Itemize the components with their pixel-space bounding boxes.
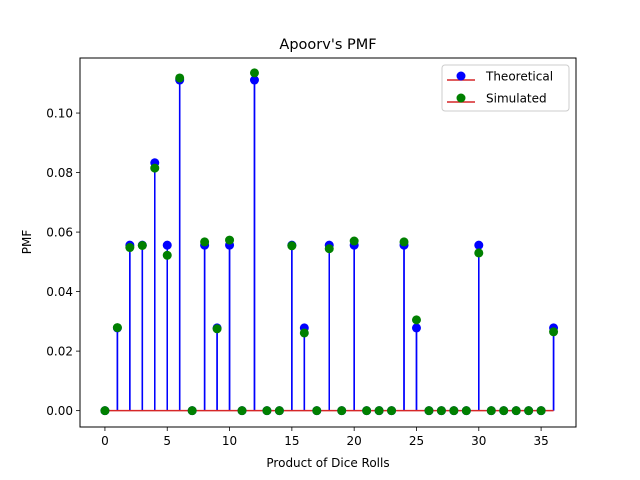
- marker-simulated-36: [549, 327, 559, 337]
- marker-simulated-25: [411, 315, 421, 325]
- y-tick-label: 0.02: [46, 345, 73, 359]
- legend-label-simulated: Simulated: [486, 92, 547, 106]
- marker-simulated-10: [225, 235, 235, 245]
- marker-simulated-22: [374, 406, 384, 416]
- marker-simulated-35: [536, 406, 546, 416]
- marker-simulated-15: [287, 241, 297, 251]
- marker-simulated-29: [461, 406, 471, 416]
- marker-simulated-12: [249, 68, 259, 78]
- marker-simulated-20: [349, 236, 359, 246]
- plot-content: [100, 68, 559, 416]
- marker-simulated-31: [486, 406, 496, 416]
- marker-simulated-13: [262, 406, 272, 416]
- marker-simulated-11: [237, 406, 247, 416]
- marker-simulated-4: [150, 163, 160, 173]
- x-tick-label: 5: [163, 434, 171, 448]
- x-axis-label: Product of Dice Rolls: [266, 456, 389, 470]
- marker-simulated-17: [312, 406, 322, 416]
- marker-simulated-5: [162, 250, 172, 260]
- marker-simulated-30: [474, 248, 484, 258]
- chart-title: Apoorv's PMF: [279, 37, 376, 53]
- y-tick-label: 0.04: [46, 285, 73, 299]
- legend-marker-theoretical: [456, 71, 466, 81]
- legend-marker-simulated: [456, 93, 466, 103]
- marker-simulated-7: [187, 406, 197, 416]
- marker-simulated-23: [387, 406, 397, 416]
- marker-simulated-18: [324, 244, 334, 254]
- y-tick-label: 0.08: [46, 166, 73, 180]
- marker-simulated-32: [499, 406, 509, 416]
- x-tick-label: 0: [101, 434, 109, 448]
- y-axis-ticks: 0.00 0.02 0.04 0.06 0.08 0.10: [46, 107, 80, 418]
- marker-simulated-1: [112, 323, 122, 333]
- y-tick-label: 0.10: [46, 107, 73, 121]
- marker-simulated-2: [125, 243, 135, 253]
- x-axis-ticks: 0 5 10 15 20 25 30 35: [101, 427, 549, 448]
- marker-simulated-8: [200, 237, 210, 247]
- marker-simulated-9: [212, 324, 222, 334]
- y-tick-label: 0.00: [46, 404, 73, 418]
- marker-simulated-6: [175, 73, 185, 83]
- marker-simulated-27: [436, 406, 446, 416]
- y-axis-label: PMF: [20, 230, 34, 255]
- marker-simulated-0: [100, 406, 110, 416]
- marker-simulated-24: [399, 237, 409, 247]
- marker-simulated-33: [511, 406, 521, 416]
- marker-simulated-21: [362, 406, 372, 416]
- y-tick-label: 0.06: [46, 226, 73, 240]
- x-tick-label: 35: [533, 434, 548, 448]
- marker-theoretical-5: [162, 240, 172, 250]
- x-tick-label: 20: [347, 434, 362, 448]
- marker-simulated-14: [274, 406, 284, 416]
- x-tick-label: 10: [222, 434, 237, 448]
- marker-theoretical-30: [474, 240, 484, 250]
- axes-frame: [79, 57, 577, 428]
- x-tick-label: 15: [284, 434, 299, 448]
- legend-label-theoretical: Theoretical: [485, 70, 553, 84]
- marker-simulated-34: [524, 406, 534, 416]
- x-tick-label: 25: [409, 434, 424, 448]
- x-tick-label: 30: [471, 434, 486, 448]
- legend-box: [441, 64, 570, 112]
- marker-simulated-16: [299, 328, 309, 338]
- marker-theoretical-25: [411, 323, 421, 333]
- marker-simulated-28: [449, 406, 459, 416]
- legend: Theoretical Simulated: [441, 64, 570, 112]
- marker-simulated-19: [337, 406, 347, 416]
- marker-simulated-3: [137, 240, 147, 250]
- marker-theoretical-12: [249, 75, 259, 85]
- marker-simulated-26: [424, 406, 434, 416]
